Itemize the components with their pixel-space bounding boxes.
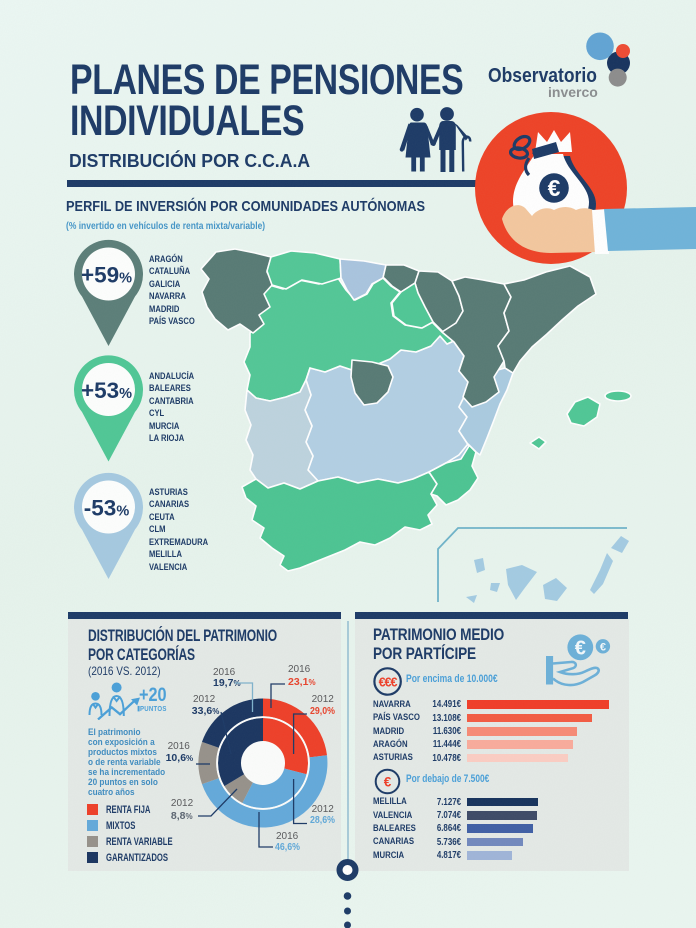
svg-text:€: € <box>384 775 392 790</box>
svg-text:€: € <box>600 642 606 654</box>
svg-text:€€€: €€€ <box>379 675 398 689</box>
svg-text:€: € <box>575 638 586 660</box>
